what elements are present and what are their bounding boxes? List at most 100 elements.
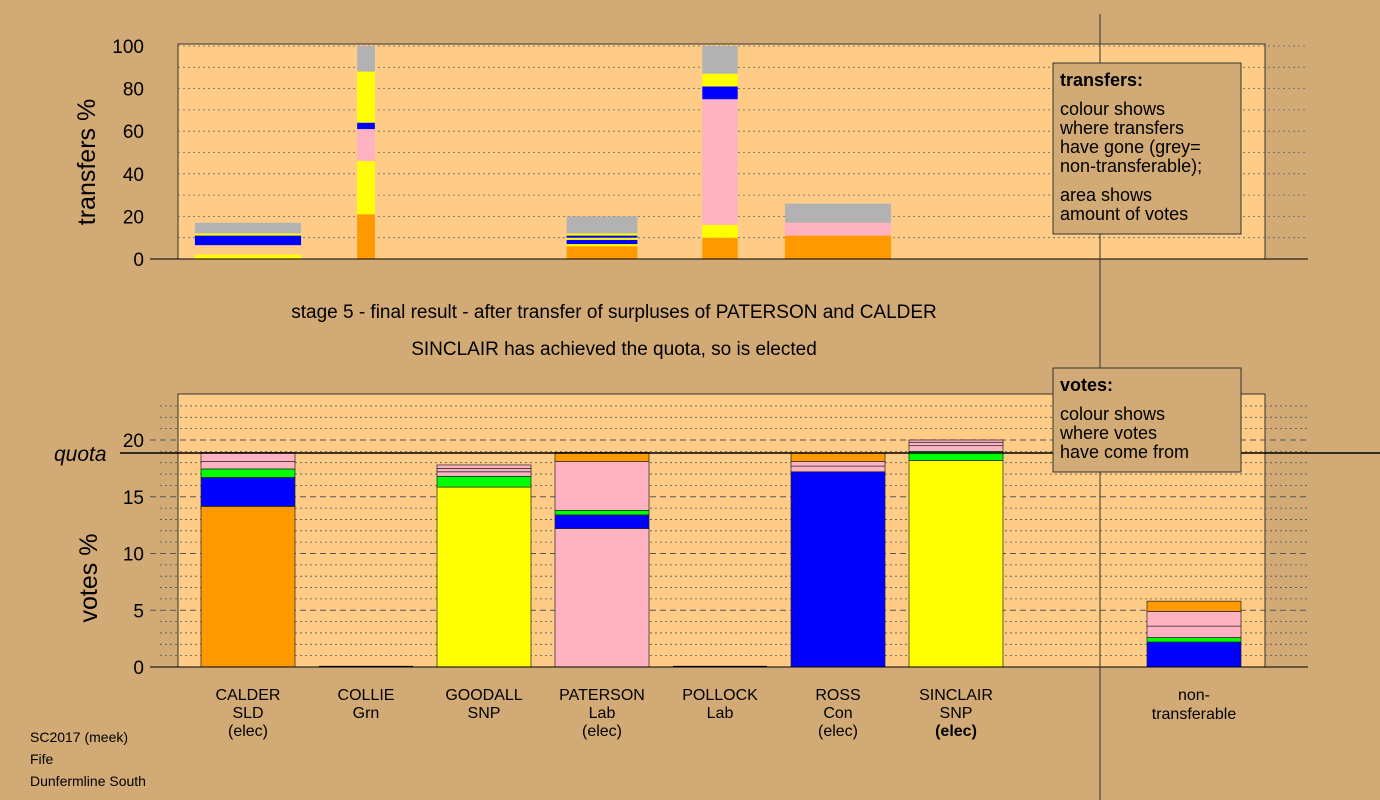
votes-legend-line: colour shows [1060, 404, 1165, 424]
vote-segment [1146, 600, 1242, 612]
quota-label: quota [54, 443, 107, 466]
transfer-segment [702, 46, 738, 74]
vote-segment [908, 441, 1004, 447]
transfer-segment [784, 222, 892, 236]
transfers-legend-line: non-transferable); [1060, 156, 1202, 176]
vote-segment [1146, 637, 1242, 643]
transfers-tick-label: 0 [133, 250, 144, 271]
vote-segment [436, 468, 532, 473]
transfer-segment [702, 99, 738, 225]
vote-segment [436, 475, 532, 488]
candidate-label: (elec) [935, 723, 977, 740]
candidate-label: (elec) [818, 723, 858, 740]
vote-segment [1146, 611, 1242, 627]
transfer-segment [784, 203, 892, 223]
nontransferable-label: transferable [1152, 706, 1237, 723]
votes-bars [200, 439, 1242, 668]
transfer-segment [357, 122, 375, 130]
transfer-segment [357, 129, 375, 162]
candidate-label: SINCLAIR [919, 687, 993, 704]
candidate-label: CALDER [216, 687, 281, 704]
candidate-label: POLLOCK [682, 687, 758, 704]
vote-segment [908, 445, 1004, 452]
transfers-legend-line: amount of votes [1060, 204, 1188, 224]
candidate-label: Grn [353, 705, 380, 722]
candidate-label: ROSS [815, 687, 860, 704]
transfer-segment [566, 239, 638, 245]
transfers-tick-label: 100 [112, 37, 144, 58]
vote-segment [200, 461, 296, 470]
transfer-segment [702, 73, 738, 87]
transfers-y-ticks: 0 20 40 60 80 100 [112, 37, 144, 271]
footer-election: SC2017 (meek) [30, 729, 129, 745]
transfers-tick-label: 60 [123, 122, 144, 143]
candidate-label: Con [823, 705, 852, 722]
transfers-legend-line: where transfers [1059, 118, 1184, 138]
transfer-segment [357, 71, 375, 123]
transfers-legend: transfers: colour shows where transfers … [1052, 62, 1242, 235]
footer-ward: Dunfermline South [30, 773, 146, 789]
vote-segment [200, 506, 296, 668]
vote-segment [200, 452, 296, 462]
transfer-segment [702, 224, 738, 238]
transfer-segment [566, 233, 638, 236]
stage-subtitle: SINCLAIR has achieved the quota, so is e… [411, 339, 817, 360]
transfer-segment [194, 235, 302, 246]
vote-segment [436, 486, 532, 668]
transfers-y-axis-label: transfers % [73, 99, 101, 225]
vote-segment [790, 465, 886, 473]
vote-segment [908, 439, 1004, 443]
transfer-segment [194, 233, 302, 236]
vote-segment [790, 471, 886, 668]
vote-segment [436, 471, 532, 477]
vote-segment [200, 468, 296, 478]
transfer-segment [566, 244, 638, 247]
transfer-segment [357, 214, 375, 259]
transfers-legend-line: have gone (grey= [1060, 137, 1201, 157]
candidate-label: (elec) [228, 723, 268, 740]
nontransferable-label: non- [1178, 687, 1210, 704]
vote-segment [908, 460, 1004, 668]
vote-segment [554, 514, 650, 529]
vote-segment [1146, 625, 1242, 638]
candidate-label: PATERSON [559, 687, 645, 704]
vote-segment [436, 464, 532, 469]
candidate-label: SNP [468, 705, 501, 722]
votes-tick-label: 20 [123, 431, 144, 452]
candidate-label: (elec) [582, 723, 622, 740]
vote-segment [554, 452, 650, 462]
vote-segment [790, 452, 886, 462]
candidate-label: Lab [589, 705, 616, 722]
transfers-legend-line: area shows [1060, 185, 1152, 205]
candidate-label: SNP [940, 705, 973, 722]
vote-segment [1146, 641, 1242, 668]
votes-tick-label: 10 [123, 545, 144, 566]
transfer-segment [194, 254, 302, 259]
transfers-legend-line: colour shows [1060, 99, 1165, 119]
transfer-segment [566, 235, 638, 238]
votes-legend-line: have come from [1060, 442, 1189, 462]
transfer-segment [566, 246, 638, 259]
transfer-segment [357, 46, 375, 72]
transfer-segment [566, 216, 638, 234]
votes-tick-label: 5 [133, 601, 144, 622]
candidate-label: COLLIE [338, 687, 395, 704]
stage-title: stage 5 - final result - after transfer … [291, 302, 937, 323]
vote-segment [790, 461, 886, 467]
transfer-segment [357, 161, 375, 215]
votes-tick-label: 0 [133, 658, 144, 679]
transfer-segment [194, 222, 302, 234]
footer-council: Fife [30, 751, 54, 767]
transfer-segment [702, 237, 738, 259]
transfer-segment [566, 237, 638, 240]
candidate-label: SLD [232, 705, 263, 722]
transfers-bars [194, 46, 892, 259]
vote-segment [554, 528, 650, 668]
votes-y-axis-label: votes % [75, 534, 103, 623]
vote-segment [200, 477, 296, 507]
transfers-tick-label: 20 [123, 207, 144, 228]
transfers-tick-label: 80 [123, 80, 144, 101]
candidate-label: Lab [707, 705, 734, 722]
vote-segment [554, 461, 650, 511]
